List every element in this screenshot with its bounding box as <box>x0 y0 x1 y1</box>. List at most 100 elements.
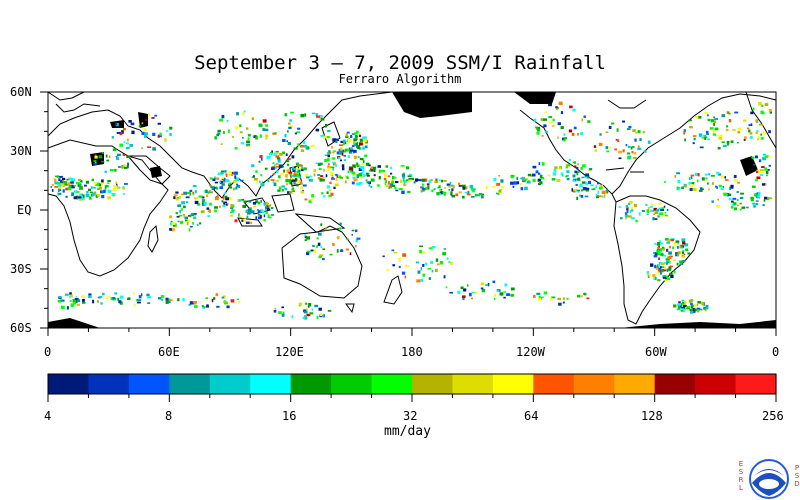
rain-pixel <box>275 163 279 166</box>
rain-pixel <box>252 201 257 205</box>
rain-pixel <box>628 125 632 129</box>
rain-pixel <box>434 268 438 272</box>
rain-pixel <box>641 210 645 212</box>
lake-victoria <box>150 166 162 178</box>
rain-pixel <box>730 140 734 143</box>
rain-pixel <box>526 181 531 184</box>
rain-pixel <box>265 206 268 210</box>
rain-pixel <box>57 192 60 196</box>
rain-pixel <box>654 218 658 220</box>
rain-pixel <box>365 179 368 182</box>
rain-pixel <box>591 188 596 191</box>
rain-pixel <box>510 181 514 185</box>
rain-pixel <box>148 113 150 117</box>
rain-pixel <box>104 186 107 189</box>
rain-pixel <box>659 248 663 252</box>
rain-pixel <box>352 173 356 176</box>
rain-pixel <box>93 160 97 162</box>
rain-pixel <box>758 191 761 194</box>
rain-pixel <box>560 172 564 176</box>
rain-pixel <box>551 296 556 299</box>
rain-pixel <box>343 155 346 157</box>
rain-pixel <box>462 195 465 199</box>
rain-pixel <box>688 177 691 180</box>
rain-pixel <box>234 219 238 223</box>
rain-pixel <box>543 124 547 128</box>
rain-pixel <box>427 267 431 270</box>
rain-pixel <box>404 180 408 183</box>
rain-pixel <box>116 122 119 127</box>
rain-pixel <box>210 186 213 188</box>
rain-pixel <box>158 297 162 300</box>
rain-pixel <box>69 181 73 184</box>
rain-pixel <box>367 175 370 177</box>
rain-pixel <box>598 195 602 198</box>
rain-pixel <box>691 182 695 185</box>
rain-pixel <box>583 115 586 118</box>
rain-pixel <box>560 126 564 129</box>
rain-pixel <box>157 135 160 138</box>
rain-pixel <box>289 119 292 122</box>
rain-pixel <box>648 273 651 277</box>
rain-pixel <box>692 142 695 145</box>
rain-pixel <box>221 296 224 299</box>
rain-pixel <box>323 195 326 198</box>
rain-pixel <box>169 132 172 136</box>
rain-pixel <box>692 310 696 314</box>
rain-pixel <box>721 141 725 144</box>
rain-pixel <box>336 151 340 155</box>
rain-pixel <box>431 246 436 249</box>
rain-pixel <box>389 185 392 189</box>
rain-pixel <box>679 260 684 264</box>
rain-pixel <box>288 122 291 125</box>
rain-pixel <box>373 174 376 177</box>
noaa-emblem-icon <box>749 459 789 499</box>
rain-pixel <box>756 176 761 180</box>
rain-pixel <box>637 130 641 134</box>
rain-pixel <box>716 205 720 208</box>
rain-pixel <box>225 178 229 183</box>
rain-pixel <box>417 270 421 274</box>
rain-pixel <box>165 130 169 132</box>
rain-pixel <box>653 207 658 211</box>
rain-pixel <box>734 111 739 114</box>
rain-pixel <box>430 260 434 264</box>
rain-pixel <box>331 161 335 164</box>
rain-pixel <box>291 155 295 159</box>
rain-pixel <box>716 186 718 189</box>
rain-pixel <box>146 293 150 297</box>
rain-pixel <box>225 174 228 177</box>
rain-pixel <box>576 167 579 170</box>
rain-pixel <box>585 173 589 177</box>
rain-pixel <box>480 282 485 286</box>
rain-pixel <box>265 211 268 215</box>
rain-pixel <box>548 103 552 107</box>
rain-pixel <box>462 295 466 298</box>
colorbar-bin <box>492 374 534 394</box>
rain-pixel <box>586 297 590 300</box>
rain-pixel <box>705 173 708 176</box>
rain-pixel <box>285 178 289 183</box>
rain-pixel <box>673 304 676 308</box>
rain-pixel <box>443 180 447 182</box>
rain-pixel <box>292 187 295 190</box>
rain-pixel <box>223 178 226 181</box>
rain-pixel <box>97 187 100 190</box>
rain-pixel <box>626 209 629 213</box>
rain-pixel <box>662 276 667 279</box>
rain-pixel <box>733 202 737 205</box>
rain-pixel <box>706 132 709 136</box>
rain-pixel <box>225 203 228 206</box>
rain-pixel <box>373 168 376 171</box>
rain-pixel <box>419 249 422 254</box>
rain-pixel <box>599 186 603 190</box>
rain-pixel <box>407 179 412 182</box>
rain-pixel <box>656 208 660 212</box>
rain-pixel <box>309 178 313 182</box>
rain-pixel <box>655 266 660 270</box>
rain-pixel <box>756 130 759 133</box>
rain-pixel <box>289 125 293 128</box>
rain-pixel <box>553 169 557 172</box>
rain-pixel <box>238 213 240 217</box>
